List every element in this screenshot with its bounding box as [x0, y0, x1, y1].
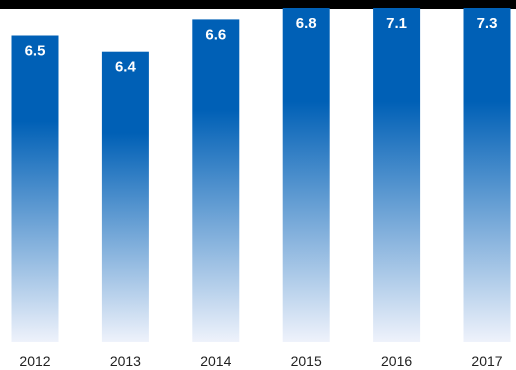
- x-tick-label-2012: 2012: [19, 353, 50, 369]
- bar-2015: [282, 8, 330, 342]
- value-labels-layer: 6.5 6.4 6.6 6.8 7.1 7.3: [25, 15, 498, 76]
- x-axis-ticks: 2012 2013 2014 2015 2016 2017: [19, 353, 502, 369]
- x-tick-label-2014: 2014: [200, 353, 231, 369]
- x-tick-label-2013: 2013: [110, 353, 141, 369]
- bar-2013: [101, 51, 149, 342]
- bar-value-label-2016: 7.1: [386, 15, 407, 32]
- top-rule: [0, 0, 516, 9]
- bar-value-label-2017: 7.3: [477, 15, 498, 32]
- bar-value-label-2013: 6.4: [115, 59, 137, 76]
- bar-2017: [463, 8, 511, 342]
- bar-value-label-2015: 6.8: [296, 15, 317, 32]
- bar-value-label-2014: 6.6: [205, 26, 226, 43]
- bar-value-label-2012: 6.5: [25, 43, 46, 60]
- x-tick-label-2015: 2015: [291, 353, 322, 369]
- bar-2014: [192, 19, 240, 343]
- x-tick-label-2017: 2017: [471, 353, 502, 369]
- bar-2012: [11, 35, 59, 342]
- x-tick-label-2016: 2016: [381, 353, 412, 369]
- bar-2016: [373, 8, 421, 342]
- bars-layer: [11, 8, 511, 343]
